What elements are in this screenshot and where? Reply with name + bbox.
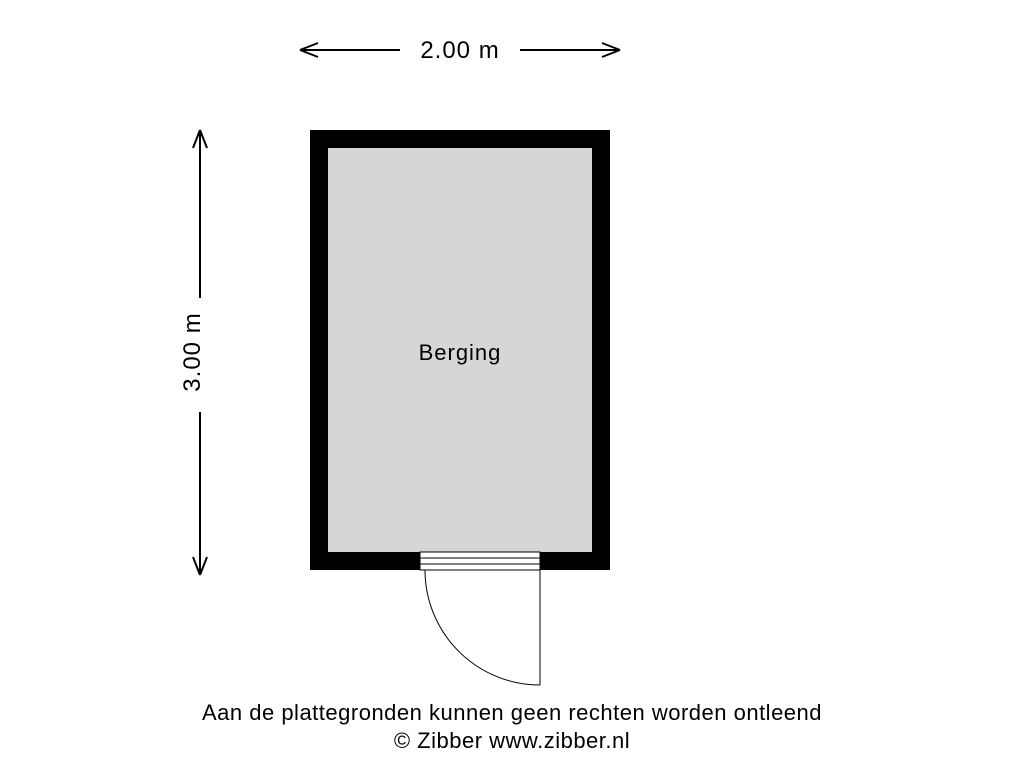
door-swing [425, 570, 540, 685]
room-label: Berging [419, 340, 502, 365]
dimension-height-label: 3.00 m [179, 312, 206, 391]
door-threshold [420, 552, 540, 570]
floorplan-canvas: Berging 2.00 m 3.00 m [0, 0, 1024, 768]
footer-line-1: Aan de plattegronden kunnen geen rechten… [202, 700, 822, 725]
dimension-width: 2.00 m [300, 37, 620, 64]
dimension-width-label: 2.00 m [420, 37, 499, 64]
dimension-height: 3.00 m [179, 130, 207, 575]
floorplan-svg: Berging 2.00 m 3.00 m [0, 0, 1024, 768]
footer-line-2: © Zibber www.zibber.nl [394, 728, 630, 753]
